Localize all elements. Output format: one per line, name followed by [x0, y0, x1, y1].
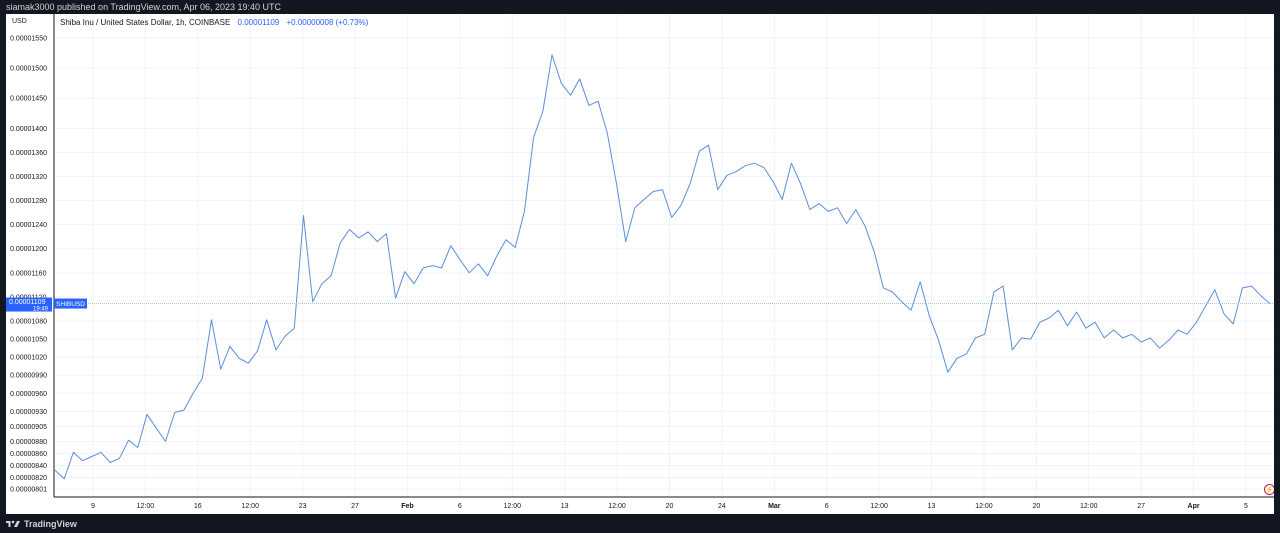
x-tick-label: 12:00 [870, 503, 888, 510]
y-tick-label: 0.00001020 [10, 355, 47, 362]
y-tick-label: 0.00001080 [10, 319, 47, 326]
y-tick-label: 0.00001160 [10, 270, 47, 277]
y-tick-label: 0.00000840 [10, 463, 47, 470]
x-tick-label: Feb [401, 503, 413, 510]
tradingview-logo-icon [6, 520, 20, 527]
x-tick-label: 9 [91, 503, 95, 510]
x-tick-label: 23 [299, 503, 307, 510]
legend-price: 0.00001109 [237, 18, 280, 27]
price-chart[interactable]: 0.00001550 0.00001500 0.00001450 0.00001400… [6, 14, 1274, 514]
tradingview-logo[interactable]: TradingView [6, 518, 77, 529]
y-tick-label: 0.00001550 [10, 36, 47, 43]
last-price-value: 0.00001109 [9, 299, 46, 306]
x-tick-label: Mar [768, 503, 781, 510]
y-tick-label: 0.00000801 [10, 487, 47, 494]
x-tick-label: 12:00 [504, 503, 522, 510]
series-title: Shiba Inu / United States Dollar, 1h, CO… [60, 18, 231, 27]
y-tick-label: 0.00001360 [10, 150, 47, 157]
symbol-tag-text: SHIBUSD [56, 301, 85, 308]
last-price-label [6, 297, 52, 312]
symbol-tag [54, 298, 87, 309]
y-tick-label: 0.00001400 [10, 126, 47, 133]
y-tick-label: 0.00001500 [10, 66, 47, 73]
x-tick-label: 20 [1032, 503, 1040, 510]
x-tick-label: 6 [458, 503, 462, 510]
lightning-icon[interactable]: ⚡ [1264, 484, 1274, 495]
series-legend: Shiba Inu / United States Dollar, 1h, CO… [60, 18, 368, 27]
y-tick-label: 0.00001450 [10, 96, 47, 103]
y-tick-label: 0.00000820 [10, 475, 47, 482]
x-tick-label: 24 [718, 503, 726, 510]
last-price-time: 19:49 [33, 307, 49, 313]
y-tick-label: 0.00000880 [10, 439, 47, 446]
chart-panel[interactable]: 0.00001550 0.00001500 0.00001450 0.00001400… [6, 14, 1274, 514]
y-tick-label: 0.00001320 [10, 174, 47, 181]
y-tick-label: 0.00001200 [10, 246, 47, 253]
legend-change: +0.00000008 (+0.73%) [286, 18, 369, 27]
y-tick-label: 0.00001280 [10, 198, 47, 205]
x-tick-label: 16 [194, 503, 202, 510]
x-tick-label: 12:00 [137, 503, 155, 510]
x-tick-label: 12:00 [1080, 503, 1098, 510]
y-tick-label: 0.00001050 [10, 337, 47, 344]
x-tick-label: 27 [1137, 503, 1145, 510]
y-tick-label: 0.00001240 [10, 222, 47, 229]
plot-area [54, 14, 1274, 497]
x-tick-label: 5 [1244, 503, 1248, 510]
y-tick-label: 0.00000990 [10, 373, 47, 380]
x-tick-label: 12:00 [241, 503, 259, 510]
x-tick-label: 13 [561, 503, 569, 510]
published-header: siamak3000 published on TradingView.com,… [0, 0, 1280, 14]
x-tick-label: 6 [825, 503, 829, 510]
published-line: siamak3000 published on TradingView.com,… [6, 2, 282, 12]
y-tick-label: 0.00000960 [10, 391, 47, 398]
x-tick-label: 20 [666, 503, 674, 510]
x-tick-label: Apr [1188, 503, 1200, 510]
tradingview-brand: TradingView [24, 518, 77, 529]
x-tick-label: 12:00 [975, 503, 993, 510]
price-axis-unit: USD [12, 18, 27, 25]
y-tick-label: 0.00000930 [10, 409, 47, 416]
price-series-line [54, 54, 1271, 480]
y-tick-label: 0.00000860 [10, 451, 47, 458]
footer-bar: TradingView [0, 514, 1280, 533]
y-tick-label: 0.00000905 [10, 424, 47, 431]
x-tick-label: 12:00 [608, 503, 626, 510]
x-tick-label: 27 [351, 503, 359, 510]
x-tick-label: 13 [928, 503, 936, 510]
